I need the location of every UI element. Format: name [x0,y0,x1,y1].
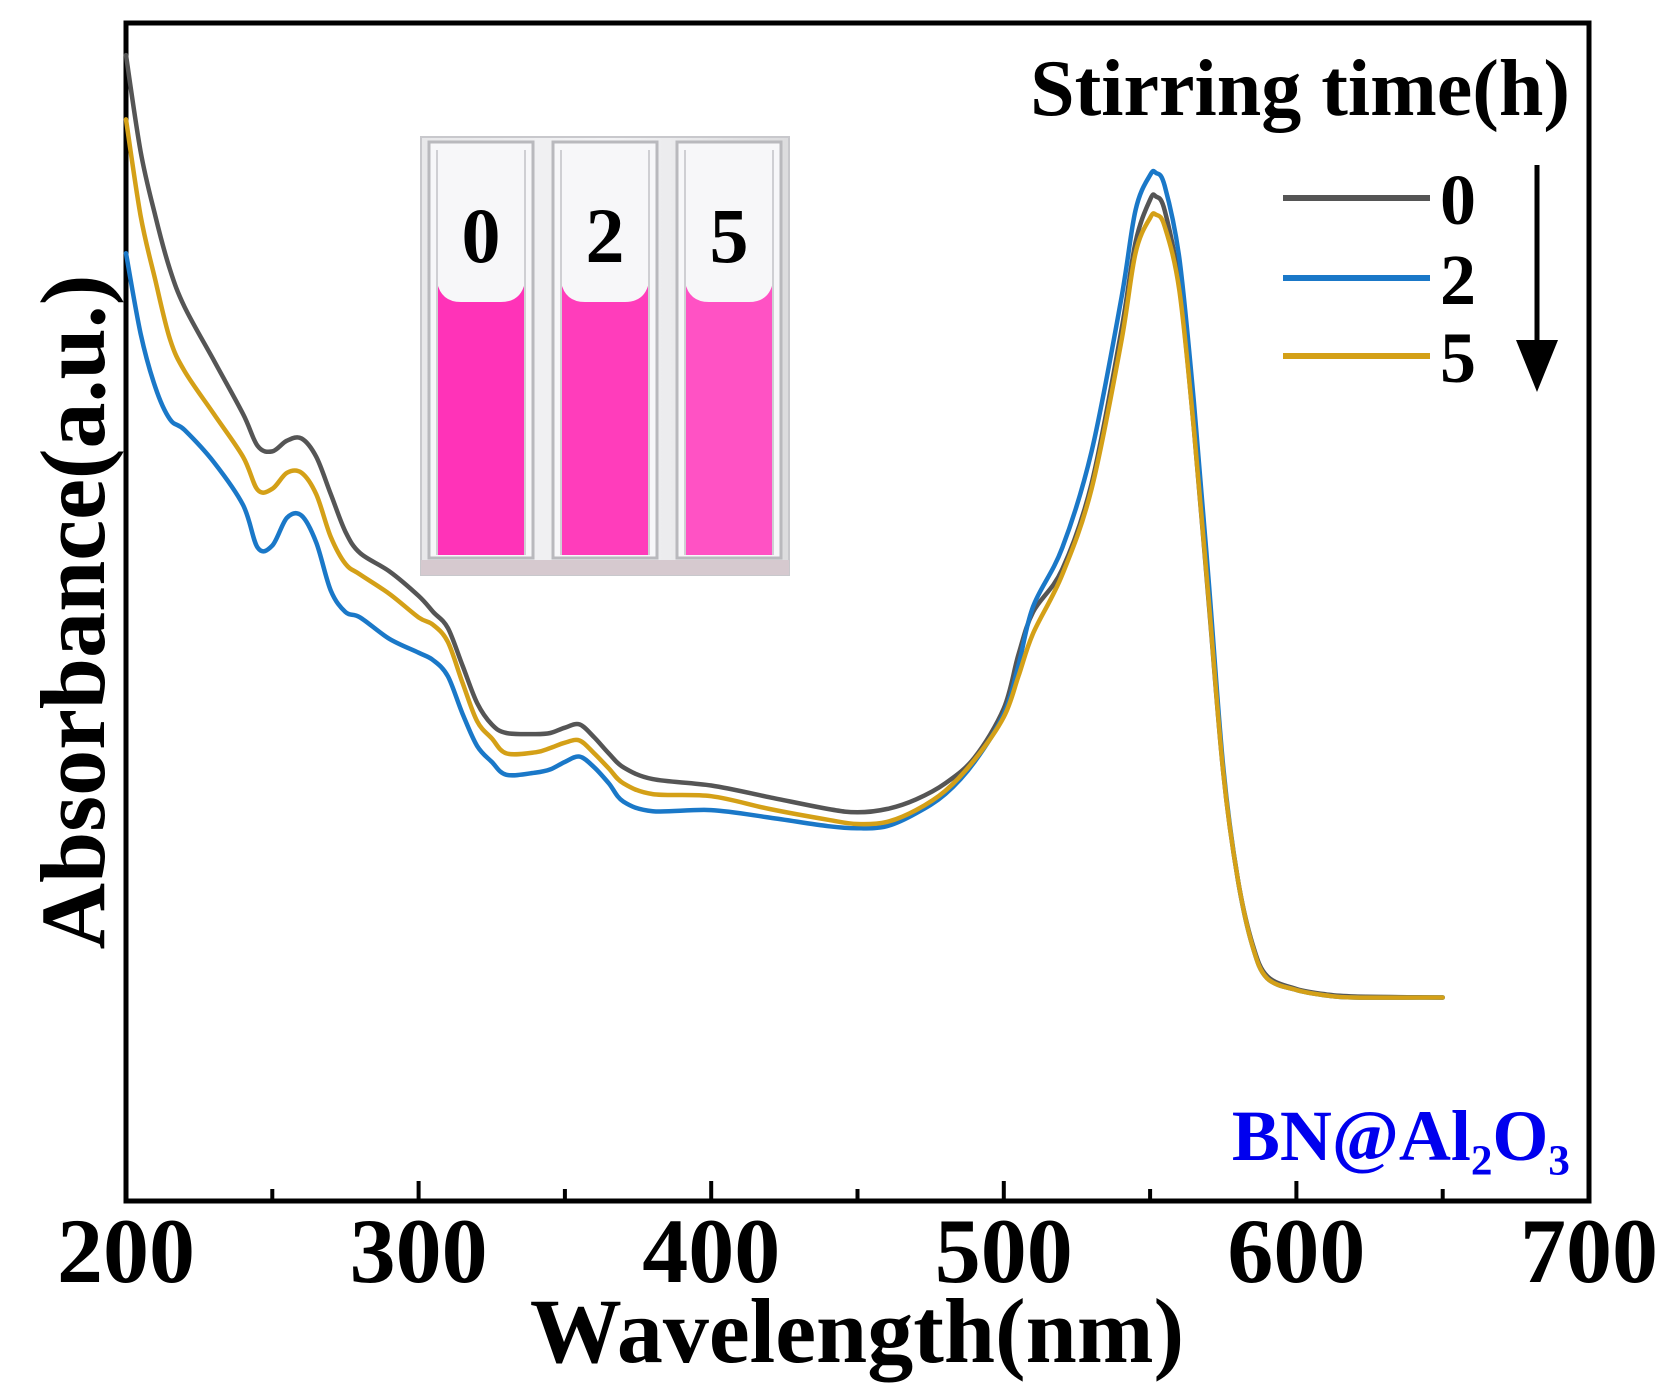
cuvette-0: 0 [427,140,535,560]
cuvette-5: 5 [675,140,783,560]
legend: Stirring time(h) 025 [1030,45,1570,398]
sample-label: BN@Al₂O₃ [1232,1096,1570,1176]
x-axis-title: Wavelength(nm) [530,1280,1184,1382]
y-axis-title: Absorbance(a.u.) [22,275,124,950]
cuvette-label-2: 2 [586,192,625,279]
legend-title: Stirring time(h) [1030,45,1570,133]
x-tick-label-700: 700 [1520,1200,1658,1302]
legend-label-2: 2 [1440,240,1476,320]
legend-items: 025 [1283,160,1476,398]
series-line-2h [123,168,1445,1000]
cuvette-2: 2 [551,140,659,560]
legend-label-0: 0 [1440,160,1476,240]
x-tick-label-200: 200 [57,1200,195,1302]
x-tick-label-500: 500 [935,1200,1073,1302]
cuvette-label-5: 5 [710,192,749,279]
cuvette-label-0: 0 [462,192,501,279]
x-axis-ticks [124,1181,1591,1201]
legend-label-5: 5 [1440,318,1476,398]
x-tick-label-400: 400 [642,1200,780,1302]
x-axis-tick-labels: 200 300 400 500 600 700 [57,1200,1658,1302]
x-tick-label-600: 600 [1227,1200,1365,1302]
series-layer [123,52,1445,1000]
series-line-5h [123,117,1445,1000]
x-tick-label-300: 300 [350,1200,488,1302]
down-arrow-icon [1516,165,1558,392]
